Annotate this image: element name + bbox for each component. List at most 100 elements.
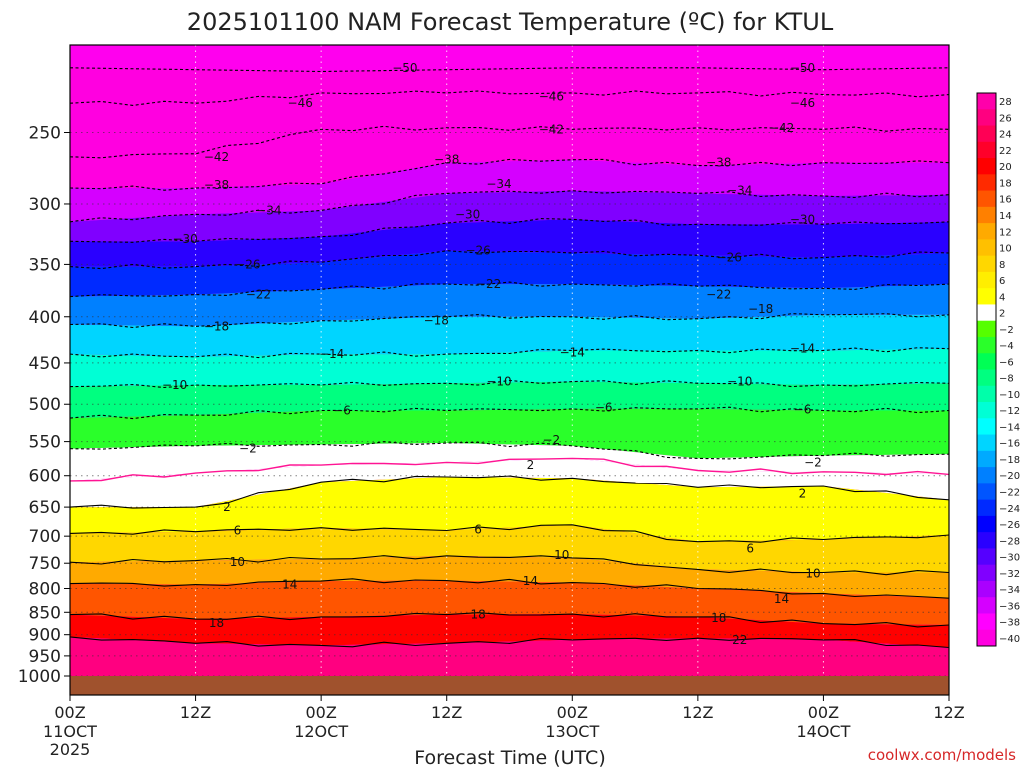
colorbar-label: 20 [999,162,1012,173]
ground-rect [70,676,949,695]
y-axis: 250 300 350 400 450 500 550 600 650 700 750 800 850 9… [18,123,70,687]
colorbar-swatch [977,93,996,110]
y-tick-label: 250 [29,123,61,143]
colorbar-swatch [977,353,996,370]
contour-label: 14 [282,578,297,592]
band-14 [70,580,949,625]
contour-label: −46 [288,96,313,110]
contour-label: 14 [774,592,789,606]
contour-labels: −50 −50 −46 −46 −46 −42 −42 −42 −38 −38 −38 −34 −34 −… [162,61,822,647]
band--46 [70,92,949,157]
contour-label: −22 [246,288,271,302]
plot-frame [69,44,950,696]
colorbar-label: −40 [999,634,1020,645]
contour-line-m14 [70,347,949,359]
contour-label: −14 [319,347,344,361]
contour-label: −42 [539,122,564,136]
contour-label: −46 [539,89,564,103]
contour-label: −38 [706,156,731,170]
x-axis-label: Forecast Time (UTC) [414,747,605,768]
colorbar-label: −6 [999,357,1014,368]
contour-label: 2 [527,458,535,472]
contour-label: −2 [804,455,822,469]
temperature-bands [70,45,949,695]
colorbar-swatch [977,190,996,208]
colorbar-swatch [977,288,996,305]
y-tick-label: 350 [29,255,61,275]
colorbar-label: 22 [999,146,1012,157]
contour-label: −14 [790,342,815,356]
x-tick-label: 00Z [808,703,839,722]
colorbar-swatch [977,532,996,549]
colorbar-swatch [977,320,996,338]
contour-label: −46 [790,96,815,110]
colorbar-swatch [977,483,996,501]
band-6 [70,524,949,573]
contour-line-m38 [70,158,949,191]
contour-label: −50 [392,61,417,75]
band--18 [70,314,949,357]
contour-label: −14 [560,345,585,359]
contour-line-22 [70,636,949,649]
colorbar-swatch [977,597,996,614]
contour-label: 10 [554,548,569,562]
x-tick-date: 11OCT [43,722,97,741]
x-tick-label: 00Z [557,703,588,722]
contour-line-m18 [70,313,949,329]
colorbar-label: −38 [999,618,1020,629]
colorbar-swatch [977,125,996,143]
colorbar-swatch [977,109,996,127]
x-tick-date: 12OCT [294,722,348,741]
colorbar-legend: 28 26 24 22 20 18 16 14 12 10 8 6 4 2 −2 −4 −6 −8 −10 −12 −1… [976,92,1020,647]
y-tick-label: 400 [29,308,61,328]
colorbar-swatch [977,158,996,175]
contour-line-m22 [70,281,949,298]
contour-label: −6 [333,403,351,417]
colorbar-label: −8 [999,374,1014,385]
colorbar-swatch [977,206,996,224]
colorbar-label: −24 [999,504,1020,515]
colorbar-label: −14 [999,422,1020,433]
contour-label: 2 [799,487,807,501]
contour-line-m50 [70,67,949,73]
x-tick-label: 12Z [682,703,713,722]
colorbar-label: −32 [999,569,1020,580]
chart-title: 2025101100 NAM Forecast Temperature (ºC)… [187,8,834,36]
contour-label: 6 [234,524,242,538]
band--22 [70,284,949,327]
contour-label: −34 [486,177,511,191]
contour-label: −42 [769,121,794,135]
y-tick-label: 800 [29,580,61,600]
colorbar-swatch [977,385,996,403]
band--14 [70,348,949,387]
contour-line-14 [70,578,949,599]
y-tick-label: 700 [29,527,61,547]
colorbar-swatch [977,548,996,566]
contour-label: 22 [732,633,747,647]
contour-label: −34 [256,203,281,217]
credit-text[interactable]: coolwx.com/models [868,746,1016,764]
contour-label: −30 [790,212,815,226]
y-tick-label: 650 [29,498,61,518]
colorbar-label: −16 [999,439,1020,450]
colorbar-label: −30 [999,553,1020,564]
colorbar-label: −36 [999,601,1020,612]
contour-label: −18 [204,319,229,333]
x-tick-year: 2025 [50,740,91,759]
colorbar-swatch [977,336,996,354]
colorbar-label: 18 [999,178,1012,189]
contour-label: −10 [486,375,511,389]
band-warm-pocket [697,670,803,676]
x-tick-date: 14OCT [796,722,850,741]
colorbar-swatch [977,369,996,387]
x-tick-label: 12Z [933,703,964,722]
contour-label: −38 [204,178,229,192]
colorbar-swatch [977,304,996,322]
colorbar-swatch [977,515,996,533]
contour-label: −6 [794,403,812,417]
colorbar-label: 12 [999,227,1012,238]
contour-label: −18 [748,302,773,316]
band--2 [70,443,949,481]
colorbar-label: 10 [999,244,1012,255]
colorbar-label: 14 [999,211,1012,222]
